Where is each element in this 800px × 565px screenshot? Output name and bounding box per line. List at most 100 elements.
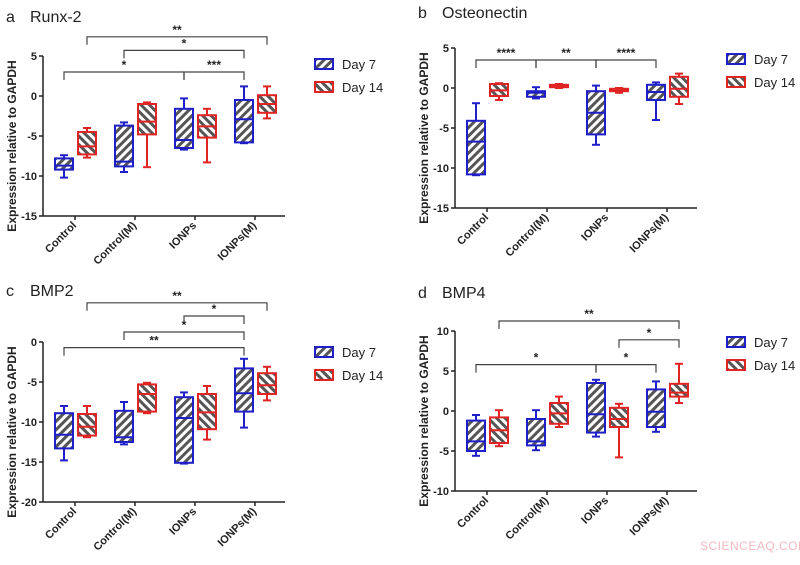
box-Control(M)-Day-7 xyxy=(114,121,134,173)
x-tick-label: Control(M) xyxy=(503,211,551,259)
box-iqr xyxy=(526,90,546,98)
bracket-line xyxy=(475,59,537,68)
chart-title: Runx-2 xyxy=(30,9,82,26)
significance-bracket: **** xyxy=(595,46,657,68)
box-iqr xyxy=(234,99,254,144)
legend-label: Day 7 xyxy=(342,345,376,360)
y-tick-label: 5 xyxy=(443,366,449,378)
significance-label: ** xyxy=(172,289,182,303)
significance-bracket: * xyxy=(475,351,597,373)
legend-swatch xyxy=(314,346,334,358)
y-tick-label: 0 xyxy=(443,83,449,95)
chart-title: BMP2 xyxy=(30,283,74,300)
bracket-line xyxy=(475,364,597,373)
legend-label: Day 14 xyxy=(342,80,383,95)
legend-item-Day-14: Day 14 xyxy=(314,368,383,383)
x-tick-label: IONPs xyxy=(579,212,611,244)
y-tick-label: 0 xyxy=(31,91,37,103)
box-iqr xyxy=(646,388,666,428)
box-IONPs(M)-Day-14 xyxy=(257,365,277,402)
significance-bracket: * xyxy=(123,36,245,59)
box-IONPs(M)-Day-14 xyxy=(257,85,277,120)
significance-bracket: * xyxy=(183,302,245,324)
bracket-line xyxy=(123,331,245,340)
box-iqr xyxy=(77,413,97,437)
panel-letter: a xyxy=(6,9,15,26)
bracket-line xyxy=(595,364,657,373)
y-tick-label: -10 xyxy=(21,417,37,429)
box-iqr xyxy=(669,75,689,98)
y-tick-label: 5 xyxy=(31,51,37,63)
box-iqr xyxy=(174,107,194,150)
legend-item-Day-14: Day 14 xyxy=(726,358,795,373)
bracket-line xyxy=(86,36,268,45)
bracket-line xyxy=(123,49,245,59)
box-iqr xyxy=(609,406,629,428)
y-tick-label: -5 xyxy=(439,123,449,135)
box-Control(M)-Day-14 xyxy=(549,395,569,428)
box-iqr xyxy=(54,412,74,450)
box-IONPs-Day-14 xyxy=(197,385,217,441)
box-iqr xyxy=(586,382,606,434)
x-tick-label: IONPs(M) xyxy=(628,494,672,538)
box-Control-Day-7 xyxy=(466,102,486,177)
significance-bracket: ** xyxy=(86,23,268,45)
y-tick-label: -10 xyxy=(21,171,37,183)
box-iqr xyxy=(174,396,194,464)
significance-bracket: * xyxy=(63,58,185,80)
legend-swatch xyxy=(726,336,746,348)
panel-letter: b xyxy=(418,5,427,22)
bracket-line xyxy=(63,71,185,80)
significance-bracket: * xyxy=(123,318,245,340)
x-tick-label: IONPs xyxy=(167,506,199,538)
panel-letter: c xyxy=(6,283,14,300)
box-iqr xyxy=(77,131,97,156)
bracket-line xyxy=(183,315,245,324)
legend-item-Day-7: Day 7 xyxy=(314,57,376,72)
box-iqr xyxy=(54,157,74,171)
significance-label: ** xyxy=(149,334,159,348)
y-tick-label: -5 xyxy=(27,131,37,143)
significance-label: * xyxy=(182,318,187,332)
y-tick-label: 10 xyxy=(437,326,449,338)
legend-label: Day 7 xyxy=(754,335,788,350)
significance-label: * xyxy=(647,326,652,340)
bracket-line xyxy=(498,320,680,329)
significance-bracket: * xyxy=(618,326,680,348)
box-iqr xyxy=(526,418,546,447)
box-IONPs-Day-7 xyxy=(174,97,194,151)
legend-label: Day 7 xyxy=(754,52,788,67)
box-iqr xyxy=(466,419,486,453)
x-tick-label: IONPs xyxy=(579,495,611,527)
y-tick-label: -15 xyxy=(21,457,37,469)
legend-swatch xyxy=(314,58,334,70)
y-axis-label: Expression relative to GAPDH xyxy=(417,335,431,506)
box-Control-Day-14 xyxy=(77,405,97,439)
box-IONPs(M)-Day-7 xyxy=(646,81,666,121)
x-tick-label: Control xyxy=(43,220,79,256)
box-IONPs(M)-Day-14 xyxy=(669,72,689,105)
significance-label: ** xyxy=(584,307,594,321)
significance-bracket: *** xyxy=(183,58,245,80)
x-tick-label: IONPs(M) xyxy=(216,505,260,549)
box-Control(M)-Day-7 xyxy=(526,86,546,100)
box-Control(M)-Day-14 xyxy=(137,101,157,169)
box-IONPs-Day-7 xyxy=(586,84,606,146)
box-iqr xyxy=(257,372,277,396)
legend-item-Day-7: Day 7 xyxy=(726,52,788,67)
significance-label: * xyxy=(182,36,187,50)
bracket-line xyxy=(63,347,245,356)
legend-swatch xyxy=(314,81,334,93)
significance-bracket: ** xyxy=(86,289,268,311)
legend-item-Day-7: Day 7 xyxy=(314,345,376,360)
bracket-line xyxy=(86,302,268,311)
panel-d: d BMP4 10 5 0 -5 -10 Control Control(M) IONPs IONP… xyxy=(417,285,795,542)
box-IONPs-Day-14 xyxy=(609,402,629,459)
legend-item-Day-7: Day 7 xyxy=(726,335,788,350)
panel-a: a Runx-2 5 0 -5 -10 -15 Control Control(M) IONPs I… xyxy=(5,9,383,267)
y-axis-label: Expression relative to GAPDH xyxy=(5,346,19,517)
y-tick-label: -10 xyxy=(433,486,449,498)
significance-label: * xyxy=(122,58,127,72)
box-Control(M)-Day-7 xyxy=(114,401,134,446)
box-Control-Day-7 xyxy=(54,405,74,462)
